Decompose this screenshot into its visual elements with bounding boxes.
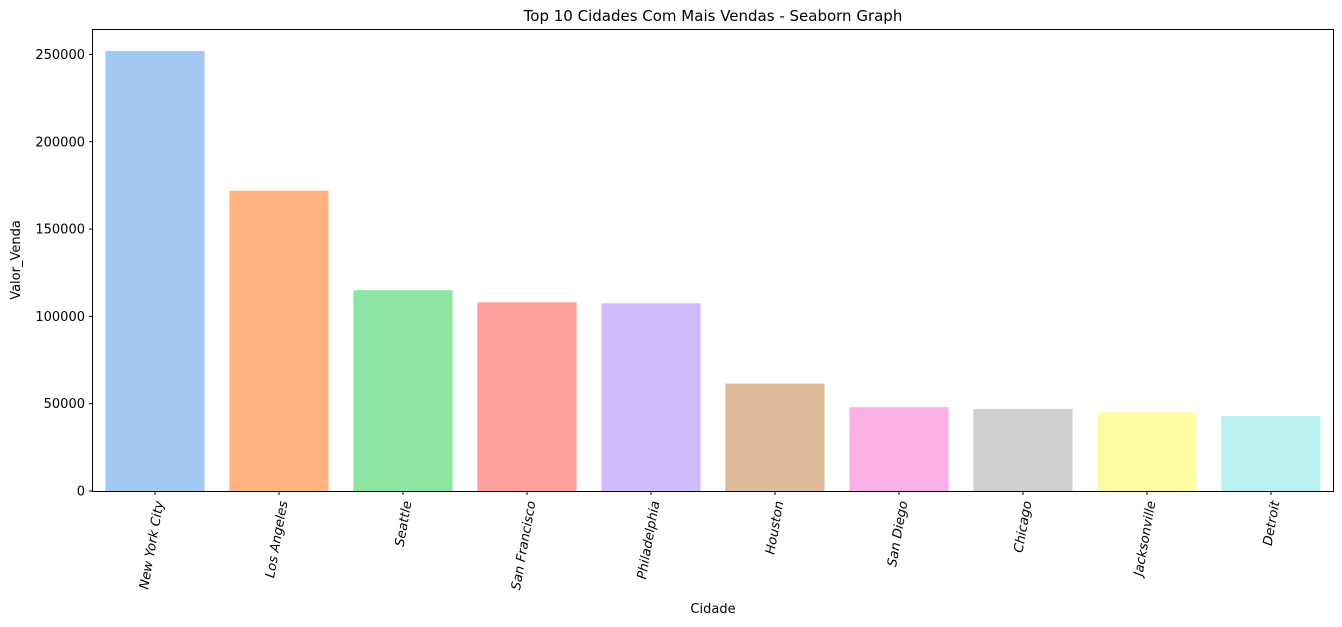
plot-area-frame [92,29,1334,492]
x-tick-label: Philadelphia [635,500,664,581]
bar-los-angeles [229,190,329,491]
y-tick-label: 100000 [35,310,85,325]
bars-group [105,50,1321,491]
y-axis-ticks: 0 50000 100000 150000 200000 250000 [35,48,93,500]
x-tick-label: Los Angeles [263,500,291,580]
x-axis-label: Cidade [690,602,735,617]
y-tick-label: 0 [77,485,85,500]
x-tick-label: Detroit [1261,499,1284,547]
bar-chicago [973,408,1073,491]
bar-seattle [353,290,453,491]
bar-san-francisco [477,302,577,491]
x-tick-label: Houston [763,500,787,556]
y-tick-label: 50000 [44,397,85,412]
bar-new-york-city [105,50,205,491]
x-tick-label: San Diego [885,500,911,568]
x-tick-label: Chicago [1012,500,1036,554]
y-tick-label: 200000 [35,135,85,150]
y-tick-label: 250000 [35,48,85,63]
x-axis-ticks: New York City Los Angeles Seattle San Franc… [137,491,1284,592]
x-tick-label: Seattle [393,500,416,548]
bar-san-diego [849,407,949,491]
bar-jacksonville [1097,412,1197,491]
x-tick-label: New York City [137,500,167,591]
bar-philadelphia [601,303,701,491]
x-tick-label: Jacksonville [1131,500,1159,580]
bar-houston [725,383,825,491]
bar-detroit [1221,415,1321,491]
x-tick-label: San Francisco [509,500,539,592]
y-axis-label: Valor_Venda [9,220,24,300]
y-tick-label: 150000 [35,223,85,238]
chart-title: Top 10 Cidades Com Mais Vendas - Seaborn… [523,7,903,25]
